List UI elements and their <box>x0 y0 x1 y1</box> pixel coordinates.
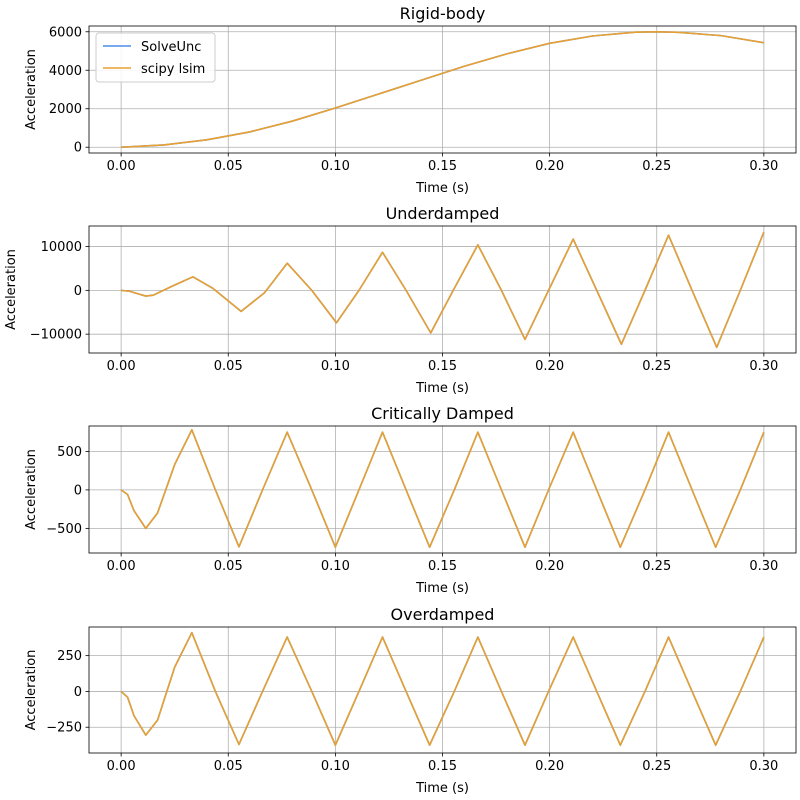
x-tick-label: 0.25 <box>642 759 671 774</box>
x-tick-label: 0.00 <box>107 159 136 174</box>
x-tick-label: 0.25 <box>642 559 671 574</box>
x-axis-label: Time (s) <box>415 181 469 196</box>
legend-label: scipy lsim <box>141 62 205 77</box>
x-tick-label: 0.05 <box>214 159 243 174</box>
subplot-2: 0.00 0.05 0.10 0.15 0.20 0.25 0.30 −10000 0 10000… <box>4 204 797 396</box>
y-axis-label: Acceleration <box>24 449 39 530</box>
x-tick-label: 0.25 <box>642 359 671 374</box>
y-tick-label: 250 <box>57 649 82 664</box>
y-tick-label: 500 <box>57 445 82 460</box>
subplot-3: 0.00 0.05 0.10 0.15 0.20 0.25 0.30 −500 0 500 Crit… <box>24 404 797 596</box>
x-tick-label: 0.10 <box>321 359 350 374</box>
subplot-title: Overdamped <box>391 605 495 624</box>
y-tick-label: 2000 <box>49 102 82 117</box>
x-tick-label: 0.00 <box>107 559 136 574</box>
series-line-scipy-lsim <box>121 231 765 349</box>
x-tick-label: 0.20 <box>535 759 564 774</box>
y-tick-label: −250 <box>46 721 82 736</box>
x-tick-label: 0.00 <box>107 759 136 774</box>
x-tick-label: 0.10 <box>321 759 350 774</box>
x-axis-label: Time (s) <box>415 381 469 396</box>
y-axis-label: Acceleration <box>24 650 39 731</box>
x-tick-label: 0.15 <box>428 559 457 574</box>
subplot-1: 0.00 0.05 0.10 0.15 0.20 0.25 0.30 0 2000 4000 600… <box>24 4 797 196</box>
x-tick-label: 0.10 <box>321 559 350 574</box>
legend-label: SolveUnc <box>141 40 201 55</box>
y-tick-label: 6000 <box>49 25 82 40</box>
x-axis-label: Time (s) <box>415 581 469 596</box>
y-tick-label: 0 <box>74 284 82 299</box>
x-tick-label: 0.30 <box>749 759 778 774</box>
x-tick-label: 0.05 <box>214 559 243 574</box>
y-tick-label: 0 <box>74 141 82 156</box>
x-tick-label: 0.15 <box>428 159 457 174</box>
series-line-scipy-lsim <box>121 30 764 149</box>
x-tick-label: 0.00 <box>107 359 136 374</box>
legend: SolveUnc scipy lsim <box>95 32 216 83</box>
series-line-scipy-lsim <box>120 631 765 746</box>
y-axis-label: Acceleration <box>24 49 39 130</box>
y-tick-label: −500 <box>46 522 82 537</box>
x-tick-label: 0.15 <box>428 359 457 374</box>
x-tick-label: 0.30 <box>749 359 778 374</box>
x-tick-label: 0.25 <box>642 159 671 174</box>
subplot-title: Critically Damped <box>371 404 514 423</box>
x-tick-label: 0.20 <box>535 559 564 574</box>
x-tick-label: 0.20 <box>535 359 564 374</box>
y-axis-label: Acceleration <box>4 249 19 330</box>
subplot-title: Underdamped <box>386 204 500 223</box>
y-tick-label: 10000 <box>41 240 82 255</box>
x-tick-label: 0.20 <box>535 159 564 174</box>
subplot-4: 0.00 0.05 0.10 0.15 0.20 0.25 0.30 −250 0 250 Over… <box>24 605 797 796</box>
x-tick-label: 0.05 <box>214 759 243 774</box>
x-axis-label: Time (s) <box>415 781 469 796</box>
y-tick-label: −10000 <box>30 328 82 343</box>
x-tick-label: 0.15 <box>428 759 457 774</box>
y-tick-label: 0 <box>74 685 82 700</box>
y-tick-label: 4000 <box>49 64 82 79</box>
y-tick-label: 0 <box>74 483 82 498</box>
x-tick-label: 0.30 <box>749 159 778 174</box>
series-line-scipy-lsim <box>120 429 765 549</box>
x-tick-label: 0.30 <box>749 559 778 574</box>
subplot-title: Rigid-body <box>400 4 486 23</box>
x-tick-label: 0.10 <box>321 159 350 174</box>
x-tick-label: 0.05 <box>214 359 243 374</box>
